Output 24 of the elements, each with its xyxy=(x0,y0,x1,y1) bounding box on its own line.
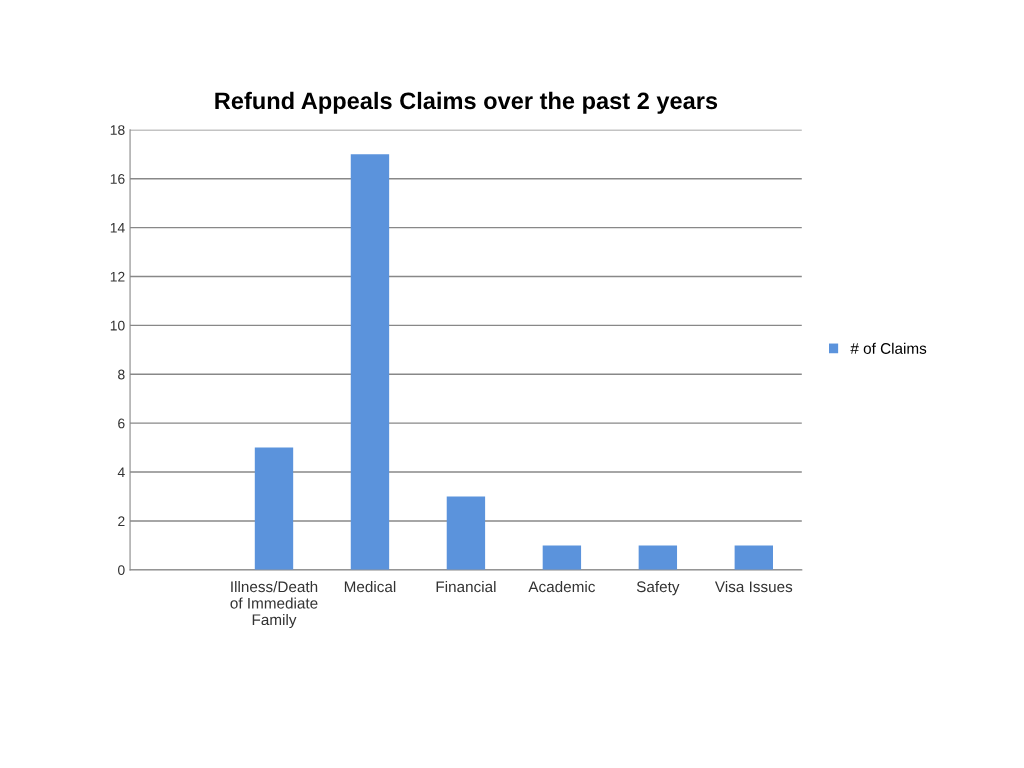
bar xyxy=(734,545,773,570)
x-tick-label: Medical xyxy=(344,580,396,593)
legend-label: # of Claims xyxy=(850,342,927,354)
bar xyxy=(638,545,678,570)
x-tick-label: Financial xyxy=(436,580,496,593)
y-tick-label: 6 xyxy=(118,418,125,429)
x-tick-label: Illness/Death of Immediate Family xyxy=(230,580,318,629)
x-tick-label: Safety xyxy=(636,580,680,596)
y-tick-label: 8 xyxy=(118,369,125,380)
y-tick-label: 14 xyxy=(110,223,125,233)
y-tick-label: 10 xyxy=(110,320,125,331)
y-tick-label: 16 xyxy=(110,174,125,184)
y-tick-label: 18 xyxy=(110,125,125,135)
y-tick-label: 4 xyxy=(117,467,125,478)
bar xyxy=(350,154,390,570)
bar xyxy=(542,545,582,570)
y-tick-label: 2 xyxy=(118,516,125,526)
y-tick-label: 12 xyxy=(110,271,125,282)
y-tick-label: 0 xyxy=(118,565,125,576)
x-tick-label: Academic xyxy=(528,580,596,593)
x-tick-label: Visa Issues xyxy=(714,580,793,593)
bar xyxy=(446,496,486,570)
bar xyxy=(254,447,294,570)
chart-title: Refund Appeals Claims over the past 2 years xyxy=(215,91,718,114)
